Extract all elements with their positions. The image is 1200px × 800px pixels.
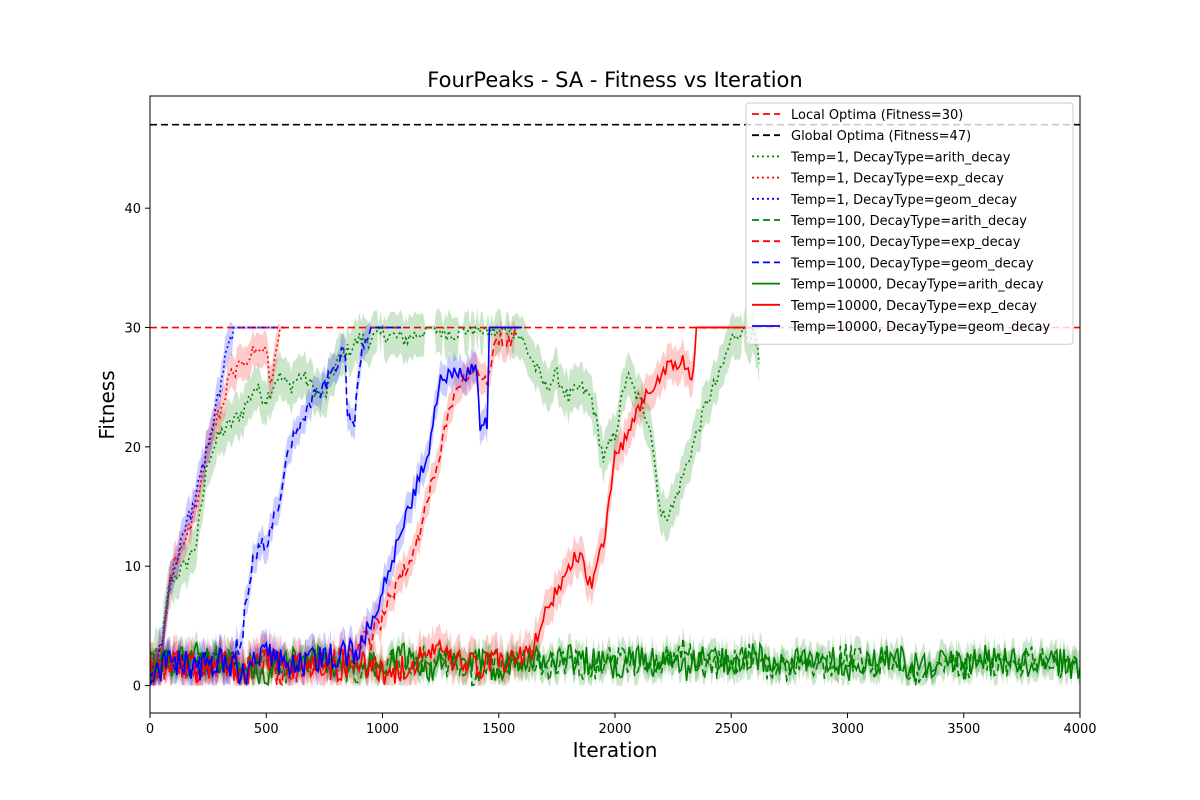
series-line-7 xyxy=(150,326,755,685)
legend-entry-9: Temp=10000, DecayType=exp_decay xyxy=(790,299,1037,314)
y-tick-label-40: 40 xyxy=(124,202,141,217)
x-tick-label-4000: 4000 xyxy=(1063,722,1096,737)
band-1 xyxy=(150,323,285,686)
x-tick-label-3500: 3500 xyxy=(947,722,980,737)
band-8 xyxy=(150,326,522,686)
x-axis: 0 500 1000 1500 2000 2500 3000 3500 4000 xyxy=(146,713,1097,737)
legend-box xyxy=(745,102,1074,345)
legend-entry-10: Temp=10000, DecayType=geom_decay xyxy=(790,320,1050,335)
x-tick-label-3000: 3000 xyxy=(831,722,864,737)
legend-entry-7: Temp=100, DecayType=geom_decay xyxy=(790,256,1034,271)
x-tick-label-1500: 1500 xyxy=(482,722,515,737)
legend-entry-4: Temp=1, DecayType=geom_decay xyxy=(790,193,1017,208)
series-line-8 xyxy=(150,326,522,687)
x-tick-label-2500: 2500 xyxy=(715,722,748,737)
series-line-2 xyxy=(150,326,278,671)
legend-entry-5: Temp=100, DecayType=arith_decay xyxy=(790,214,1027,229)
band-2 xyxy=(150,321,278,686)
legend-entry-8: Temp=10000, DecayType=arith_decay xyxy=(790,278,1044,293)
y-tick-label-20: 20 xyxy=(124,441,141,456)
legend-entry-3: Temp=1, DecayType=exp_decay xyxy=(790,172,1004,187)
legend-entry-0: Local Optima (Fitness=30) xyxy=(791,108,963,123)
y-axis: 0 10 20 30 40 xyxy=(124,202,150,695)
y-tick-label-0: 0 xyxy=(133,680,141,695)
legend: Local Optima (Fitness=30) Global Optima (… xyxy=(745,102,1074,345)
confidence-bands xyxy=(150,308,1080,686)
band-5 xyxy=(150,320,402,686)
x-tick-label-1000: 1000 xyxy=(366,722,399,737)
series-lines xyxy=(150,324,1080,688)
x-tick-label-0: 0 xyxy=(146,722,154,737)
y-axis-label: Fitness xyxy=(95,370,119,439)
x-axis-label: Iteration xyxy=(573,738,658,762)
series-line-1 xyxy=(150,326,285,672)
x-tick-label-2000: 2000 xyxy=(598,722,631,737)
chart-title: FourPeaks - SA - Fitness vs Iteration xyxy=(427,68,802,92)
x-tick-label-500: 500 xyxy=(254,722,279,737)
y-tick-label-30: 30 xyxy=(124,322,141,337)
y-tick-label-10: 10 xyxy=(124,560,141,575)
legend-entry-6: Temp=100, DecayType=exp_decay xyxy=(790,235,1021,250)
legend-entry-1: Global Optima (Fitness=47) xyxy=(791,129,971,144)
legend-entry-2: Temp=1, DecayType=arith_decay xyxy=(790,150,1011,165)
